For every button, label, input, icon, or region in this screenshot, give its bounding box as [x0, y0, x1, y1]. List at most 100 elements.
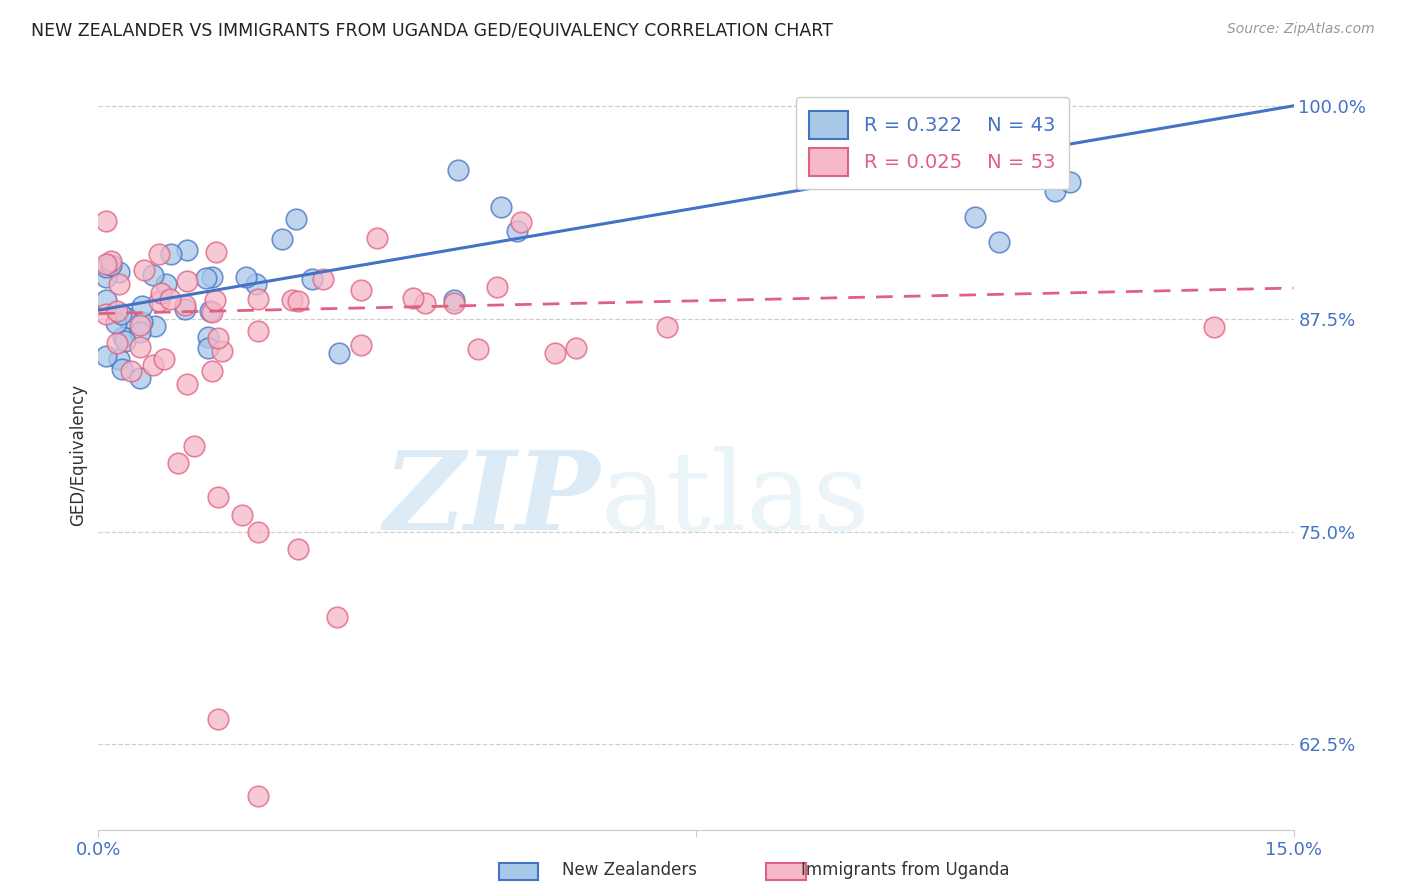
Legend: R = 0.322    N = 43, R = 0.025    N = 53: R = 0.322 N = 43, R = 0.025 N = 53 — [796, 97, 1069, 189]
Point — [200, 270, 222, 285]
Point — [246, 789, 269, 803]
Point — [467, 343, 489, 357]
Point — [443, 296, 465, 310]
Point — [963, 210, 986, 224]
Point — [96, 307, 118, 321]
Point — [105, 317, 128, 331]
Point — [100, 253, 122, 268]
Text: ZIP: ZIP — [384, 446, 600, 554]
Point — [142, 358, 165, 372]
Point — [1202, 320, 1225, 334]
Point — [207, 331, 229, 345]
Point — [142, 268, 165, 282]
Point — [447, 162, 470, 177]
Point — [120, 364, 142, 378]
Point — [160, 247, 183, 261]
Point — [176, 274, 198, 288]
Point — [148, 293, 170, 308]
Point — [201, 364, 224, 378]
Point — [987, 235, 1010, 249]
Point — [197, 329, 219, 343]
Point — [96, 349, 118, 363]
Point — [207, 712, 229, 726]
Point — [485, 280, 508, 294]
Point — [148, 247, 170, 261]
Point — [128, 371, 150, 385]
Point — [143, 319, 166, 334]
Point — [235, 269, 257, 284]
Point — [149, 285, 172, 300]
Point — [565, 341, 588, 355]
Point — [155, 277, 177, 291]
Y-axis label: GED/Equivalency: GED/Equivalency — [69, 384, 87, 526]
Point — [312, 272, 335, 286]
Point — [281, 293, 304, 307]
Point — [176, 376, 198, 391]
Point — [1043, 184, 1066, 198]
Text: Immigrants from Uganda: Immigrants from Uganda — [801, 861, 1010, 879]
Point — [107, 265, 129, 279]
Point — [271, 232, 294, 246]
Point — [1059, 176, 1081, 190]
Point — [287, 541, 309, 556]
Point — [173, 301, 195, 316]
Point — [100, 258, 122, 272]
Point — [284, 211, 307, 226]
Point — [247, 324, 270, 338]
Point — [183, 439, 205, 453]
Point — [366, 231, 388, 245]
Point — [173, 298, 195, 312]
Point — [655, 319, 678, 334]
Point — [96, 257, 118, 271]
Point — [211, 343, 233, 358]
Point — [131, 299, 153, 313]
Point — [107, 351, 129, 366]
Point — [510, 215, 533, 229]
Point — [506, 224, 529, 238]
Point — [207, 491, 229, 505]
Point — [301, 271, 323, 285]
Point — [197, 341, 219, 355]
Point — [176, 243, 198, 257]
Point — [132, 262, 155, 277]
Point — [167, 457, 190, 471]
Point — [204, 293, 226, 307]
Point — [96, 260, 118, 275]
Point — [287, 293, 309, 308]
Point — [350, 338, 373, 352]
Point — [231, 508, 253, 522]
Point — [326, 609, 349, 624]
Point — [1028, 167, 1050, 181]
Point — [443, 293, 465, 308]
Point — [159, 292, 181, 306]
Point — [415, 296, 437, 310]
Text: NEW ZEALANDER VS IMMIGRANTS FROM UGANDA GED/EQUIVALENCY CORRELATION CHART: NEW ZEALANDER VS IMMIGRANTS FROM UGANDA … — [31, 22, 832, 40]
Point — [194, 270, 217, 285]
Point — [205, 245, 228, 260]
Point — [114, 334, 136, 349]
Point — [96, 270, 118, 285]
Point — [128, 325, 150, 339]
Point — [115, 311, 138, 326]
Point — [105, 335, 128, 350]
Point — [200, 304, 222, 318]
Text: New Zealanders: New Zealanders — [562, 861, 697, 879]
Point — [245, 277, 267, 291]
Point — [107, 277, 129, 291]
Point — [128, 340, 150, 354]
Point — [96, 214, 118, 228]
Point — [491, 200, 513, 214]
Point — [543, 346, 565, 360]
Point — [111, 362, 134, 376]
Text: atlas: atlas — [600, 446, 870, 553]
Point — [153, 351, 176, 366]
Point — [131, 315, 153, 329]
Point — [246, 524, 269, 539]
Text: Source: ZipAtlas.com: Source: ZipAtlas.com — [1227, 22, 1375, 37]
Point — [128, 318, 150, 332]
Point — [110, 307, 132, 321]
Point — [105, 304, 128, 318]
Point — [96, 293, 118, 307]
Point — [350, 283, 373, 297]
Point — [111, 329, 134, 343]
